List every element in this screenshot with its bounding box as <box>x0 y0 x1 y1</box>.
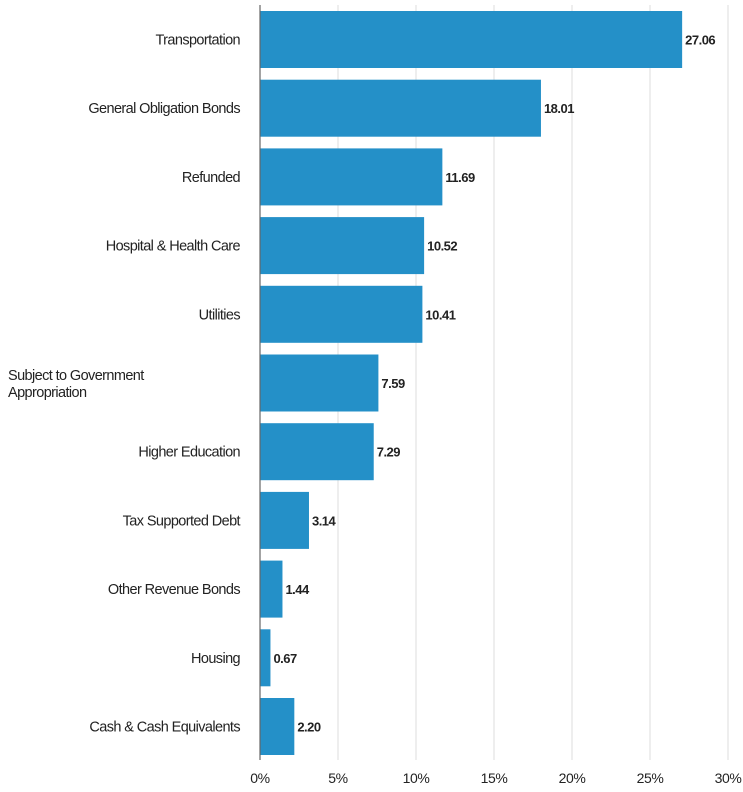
category-label-general-obligation-bonds: General Obligation Bonds <box>88 101 240 117</box>
bar-transportation <box>260 11 683 68</box>
category-labels: Transportation General Obligation Bonds Re… <box>8 33 241 736</box>
category-label-housing: Housing <box>191 651 241 667</box>
category-label-cash-and-cash-equivalents: Cash & Cash Equivalents <box>89 720 240 736</box>
value-label-general-obligation-bonds: 18.01 <box>544 101 574 116</box>
value-label-utilities: 10.41 <box>425 307 455 322</box>
category-label-tax-supported-debt: Tax Supported Debt <box>123 513 241 529</box>
bar-hospital-and-health-care <box>260 217 425 275</box>
bar-tax-supported-debt <box>260 491 309 549</box>
value-label-other-revenue-bonds: 1.44 <box>285 582 310 597</box>
x-tick-label-10: 10% <box>403 770 430 786</box>
x-tick-label-15: 15% <box>481 770 508 786</box>
bar-other-revenue-bonds <box>260 560 283 618</box>
value-label-hospital-and-health-care: 10.52 <box>427 239 457 254</box>
bar-utilities <box>260 285 423 343</box>
x-tick-label-20: 20% <box>559 770 586 786</box>
category-label-higher-education: Higher Education <box>138 445 240 461</box>
category-label-refunded: Refunded <box>182 170 241 186</box>
category-label-transportation: Transportation <box>155 33 240 49</box>
value-label-transportation: 27.06 <box>685 33 715 48</box>
category-label-hospital-and-health-care: Hospital & Health Care <box>106 239 241 255</box>
bar-housing <box>260 629 271 687</box>
value-label-tax-supported-debt: 3.14 <box>312 513 337 528</box>
bar-subject-to-government-appropriation <box>260 354 379 412</box>
bar-higher-education <box>260 423 374 481</box>
x-tick-label-5: 5% <box>328 770 347 786</box>
value-label-subject-to-government-appropriation: 7.59 <box>381 376 405 391</box>
value-label-higher-education: 7.29 <box>377 445 401 460</box>
x-axis-tick-labels: 0% 5% 10% 15% 20% 25% 30% <box>250 770 742 786</box>
bar-cash-and-cash-equivalents <box>260 698 295 755</box>
bar-layer <box>260 11 683 755</box>
x-tick-label-0: 0% <box>250 770 269 786</box>
bar-refunded <box>260 148 443 206</box>
category-label-utilities: Utilities <box>199 307 241 323</box>
value-label-refunded: 11.69 <box>445 170 475 185</box>
x-tick-label-30: 30% <box>715 770 742 786</box>
value-label-cash-and-cash-equivalents: 2.20 <box>297 720 321 735</box>
bar-general-obligation-bonds <box>260 79 541 137</box>
value-labels: 27.06 18.01 11.69 10.52 10.41 7.59 7.29 3.14 1.4… <box>273 33 715 735</box>
x-tick-label-25: 25% <box>637 770 664 786</box>
category-label-other-revenue-bonds: Other Revenue Bonds <box>108 582 240 598</box>
value-label-housing: 0.67 <box>273 651 297 666</box>
category-label-subject-to-government-appropriation: Subject to Government Appropriation <box>8 368 144 401</box>
